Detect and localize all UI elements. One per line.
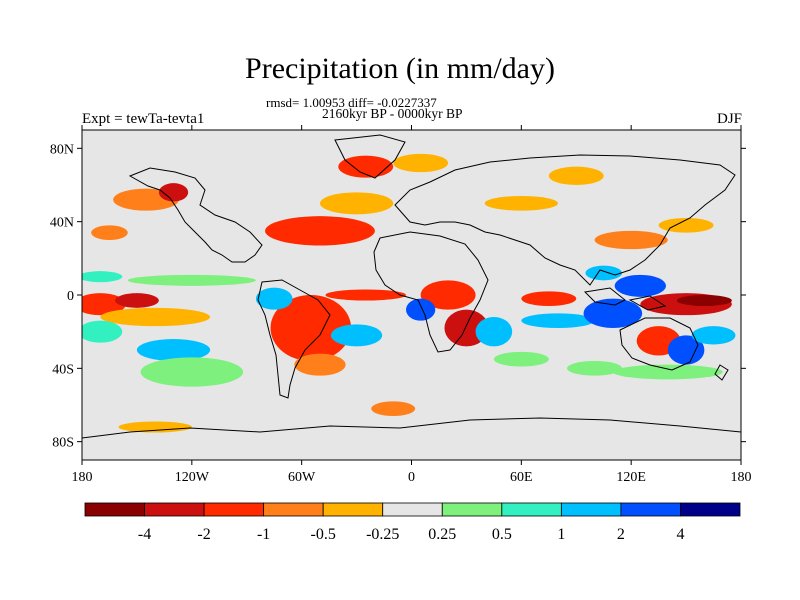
season-label: DJF <box>716 111 742 127</box>
colorbar-swatch <box>203 502 265 517</box>
anomaly-region <box>136 339 211 361</box>
colorbar-swatch <box>263 502 324 517</box>
anomaly-region <box>521 313 595 328</box>
anomaly-region <box>82 320 123 343</box>
anomaly-region <box>406 298 436 321</box>
period-label: 2160kyr BP - 0000kyr BP <box>322 106 463 121</box>
colorbar-swatch <box>680 502 741 517</box>
anomaly-region <box>548 166 604 185</box>
colorbar-label: -1 <box>257 526 270 543</box>
colorbar-swatch <box>560 502 622 517</box>
anomaly-region <box>420 280 476 310</box>
colorbar-label: -2 <box>197 526 210 543</box>
colorbar-swatch <box>84 502 145 517</box>
colorbar-label: -4 <box>138 526 151 543</box>
colorbar-label: 2 <box>617 526 625 543</box>
anomaly-region <box>691 326 736 345</box>
anomaly-region <box>585 265 623 281</box>
anomaly-region <box>567 361 623 376</box>
anomaly-region <box>667 335 705 365</box>
colorbar-label: 4 <box>676 526 684 543</box>
anomaly-region <box>82 293 126 316</box>
x-tick-label: 120E <box>616 470 646 485</box>
plot-title: Precipitation (in mm/day) <box>245 52 555 85</box>
experiment-label: Expt = tewTa-tevta1 <box>82 111 205 127</box>
x-tick-label: 60E <box>510 470 533 485</box>
anomaly-region <box>614 274 666 297</box>
coastline-africa <box>373 231 489 353</box>
x-tick-label: 120W <box>175 470 210 485</box>
anomaly-region <box>612 364 723 380</box>
colorbar: -4 -2 -1 -0.5 -0.25 0.25 0.5 1 2 4 <box>84 502 741 543</box>
anomaly-region <box>484 196 558 211</box>
anomaly-region <box>158 183 189 202</box>
anomaly-region <box>294 353 346 376</box>
anomaly-region <box>658 218 714 233</box>
anomaly-region <box>91 225 128 241</box>
coastline-antarctica <box>82 417 741 439</box>
colorbar-swatch <box>322 502 384 517</box>
anomaly-region <box>270 295 352 361</box>
anomaly-region <box>82 271 123 283</box>
x-axis: 180 120W 60W 0 60E 120E 180 <box>72 125 752 485</box>
colorbar-label: 1 <box>557 526 565 543</box>
coastline-australia <box>619 317 699 371</box>
anomaly-region <box>393 153 449 173</box>
x-tick-label: 60W <box>288 470 316 485</box>
anomaly-region <box>118 421 192 433</box>
anomaly-region <box>114 293 159 308</box>
colorbar-swatch <box>144 502 205 517</box>
x-tick-label: 180 <box>731 470 752 485</box>
anomaly-region <box>583 298 643 329</box>
colorbar-label: -0.25 <box>366 526 399 543</box>
anomaly-region <box>100 307 211 327</box>
anomaly-region <box>338 155 394 178</box>
anomaly-region <box>140 357 244 387</box>
colorbar-label: -0.5 <box>311 526 336 543</box>
y-axis: 80N 40N 0 40S 80S <box>50 142 746 451</box>
anomaly-region <box>330 324 383 347</box>
y-tick-label: 80S <box>52 436 74 451</box>
anomaly-region <box>127 274 256 286</box>
coastline-indonesia <box>583 287 626 306</box>
y-tick-label: 0 <box>67 289 74 304</box>
colorbar-swatch <box>620 502 681 517</box>
anomaly-region <box>521 291 577 306</box>
y-tick-label: 80N <box>50 142 74 157</box>
anomaly-region <box>676 295 732 306</box>
anomaly-region <box>475 317 513 347</box>
x-tick-label: 0 <box>408 470 415 485</box>
anomaly-region <box>371 401 416 416</box>
coastline-eurasia <box>394 154 736 286</box>
anomaly-region <box>594 230 668 250</box>
colorbar-label: 0.25 <box>428 526 456 543</box>
anomaly-region <box>255 287 293 310</box>
stats-line: rmsd= 1.00953 diff= -0.0227337 <box>266 95 437 110</box>
coastline-north-america <box>128 167 263 263</box>
x-tick-label: 180 <box>72 470 93 485</box>
coastline-greenland <box>334 134 406 179</box>
coastlines <box>82 134 741 439</box>
colorbar-swatch <box>501 502 562 517</box>
colorbar-label: 0.5 <box>492 526 512 543</box>
coastline-south-america <box>257 279 331 399</box>
colorbar-swatch <box>441 502 503 517</box>
y-tick-label: 40S <box>52 362 74 377</box>
anomaly-region <box>265 216 375 246</box>
anomaly-region <box>325 289 407 301</box>
anomaly-region <box>493 351 549 367</box>
anomaly-regions <box>82 153 736 433</box>
colorbar-swatch <box>382 502 443 517</box>
anomaly-region <box>319 192 394 215</box>
y-tick-label: 40N <box>50 216 74 231</box>
